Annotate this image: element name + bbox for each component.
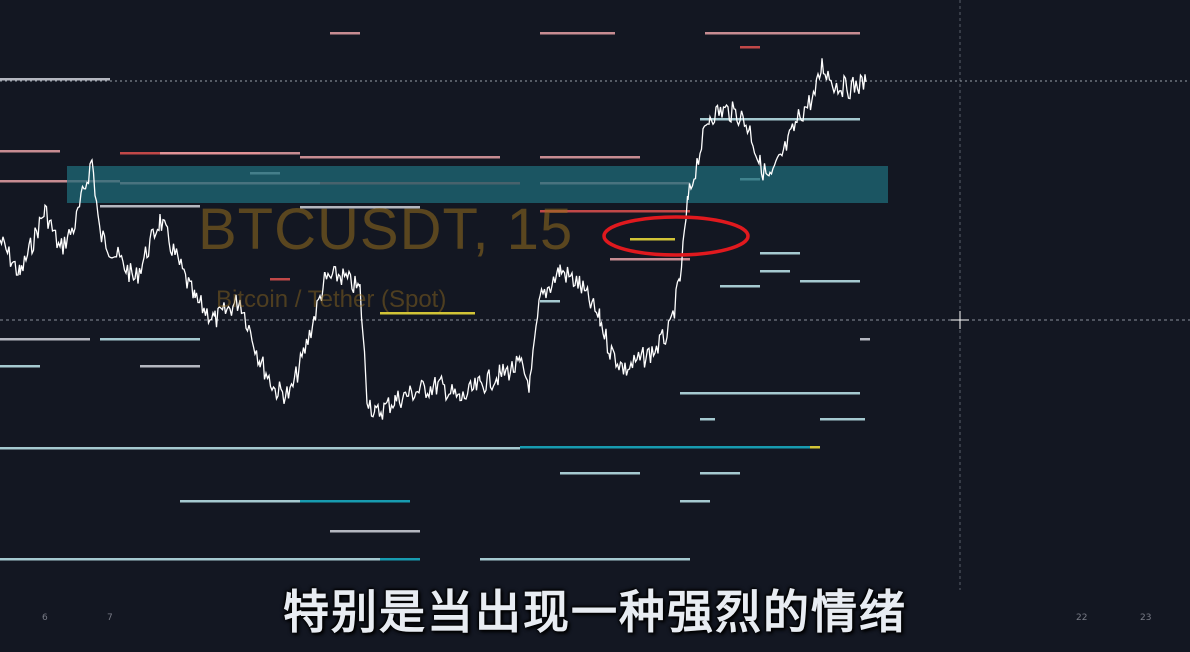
level-segment — [380, 558, 420, 561]
level-segment — [0, 180, 120, 183]
level-segment — [700, 118, 860, 121]
level-segment — [300, 206, 420, 209]
time-label: 23 — [1140, 613, 1151, 623]
resistance-zone[interactable] — [67, 166, 888, 203]
time-label: 6 — [42, 613, 48, 623]
level-segment — [720, 285, 760, 288]
level-segment — [0, 150, 60, 153]
level-segment — [380, 312, 475, 315]
time-axis: 6 7 22 23 — [42, 613, 1151, 623]
level-segment — [540, 32, 615, 35]
price-series — [0, 58, 867, 420]
level-segment — [200, 447, 520, 450]
level-segment — [540, 210, 690, 213]
level-segment — [140, 365, 200, 368]
video-subtitle: 特别是当出现一种强烈的情绪 — [283, 585, 907, 639]
level-segment — [700, 418, 715, 421]
level-segment — [300, 500, 410, 503]
level-segment — [800, 280, 860, 283]
level-segment — [100, 338, 200, 341]
symbol-description-watermark: Bitcoin / Tether (Spot) — [216, 286, 447, 313]
level-segment — [820, 418, 865, 421]
level-segment — [540, 300, 560, 303]
level-segment — [680, 392, 860, 395]
level-segment — [330, 32, 360, 35]
level-segment — [180, 500, 300, 503]
level-segment — [330, 530, 420, 533]
level-segment — [680, 500, 710, 503]
level-segment — [810, 446, 820, 449]
level-segment — [540, 156, 640, 159]
level-segment — [160, 152, 300, 155]
highlight-circle-annotation — [602, 215, 750, 257]
level-segment — [630, 238, 675, 241]
level-segment — [300, 156, 500, 159]
time-label: 7 — [107, 613, 113, 623]
level-segment — [760, 270, 790, 273]
level-segment — [705, 32, 860, 35]
level-segment — [270, 278, 290, 281]
level-segment — [480, 558, 690, 561]
level-segment — [0, 338, 90, 341]
level-segment — [0, 447, 200, 450]
level-segment — [520, 446, 810, 449]
level-segment — [0, 365, 40, 368]
level-segment — [560, 472, 640, 475]
level-segment — [700, 472, 740, 475]
level-segment — [610, 258, 690, 261]
level-segment — [760, 252, 800, 255]
level-segment — [0, 78, 110, 81]
time-label: 22 — [1076, 613, 1087, 623]
level-segment — [740, 46, 760, 49]
level-segment — [100, 205, 200, 208]
level-segment — [0, 558, 380, 561]
symbol-watermark: BTCUSDT, 15 — [198, 197, 574, 262]
level-segment — [860, 338, 870, 341]
crosshair-cursor-icon — [951, 311, 969, 329]
